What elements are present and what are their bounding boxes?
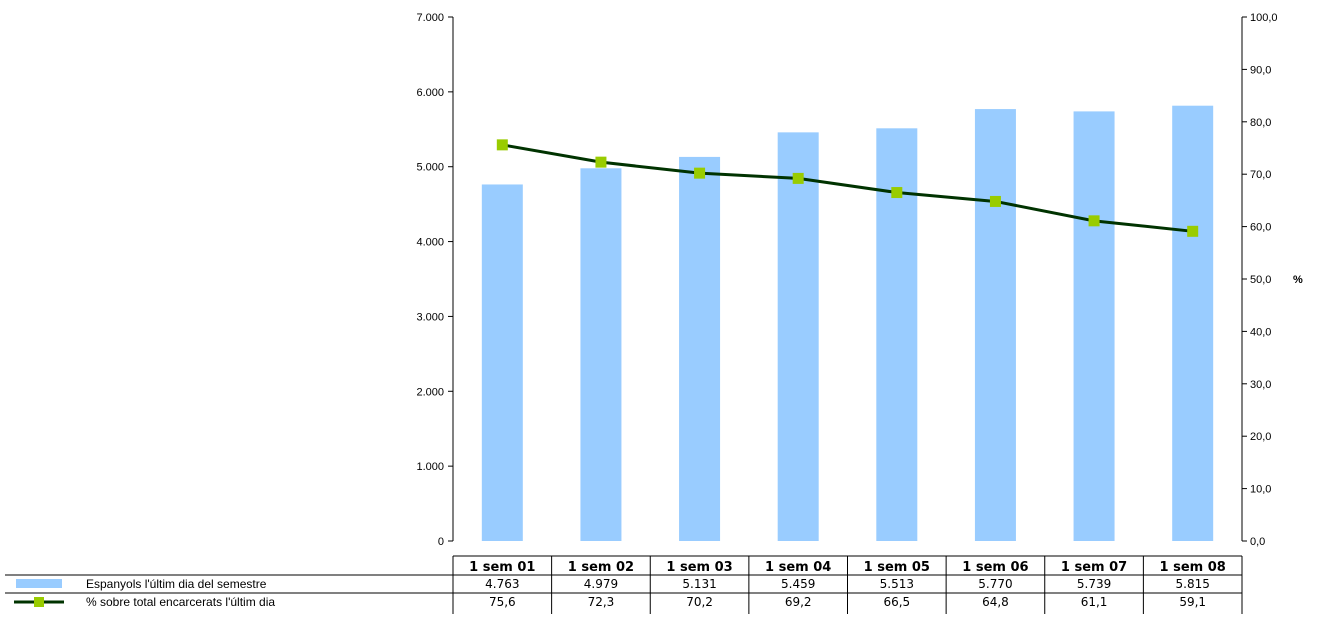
bar-6: [974, 109, 1016, 542]
left-y-axis: 0 1.000 2.000 3.000 4.000 5.000 6.000 7.000: [416, 12, 454, 548]
right-tick-label: 30,0: [1250, 379, 1271, 391]
line-value-label: 75,6: [489, 595, 516, 609]
legend-line-marker: [34, 597, 44, 607]
legend-line-series: % sobre total encarcerats l'últim dia: [14, 595, 275, 609]
left-tick-label: 5.000: [416, 162, 444, 174]
right-tick-label: 50,0: [1250, 274, 1271, 286]
legend-bar-swatch: [16, 579, 62, 588]
right-tick-label: 80,0: [1250, 117, 1271, 129]
category-label: 1 sem 03: [666, 560, 732, 575]
left-tick-label: 7.000: [416, 12, 444, 24]
right-tick-label: 70,0: [1250, 169, 1271, 181]
marker-2: [595, 156, 607, 168]
right-tick-label: 60,0: [1250, 222, 1271, 234]
bar-series: [481, 105, 1214, 542]
bar-value-label: 4.979: [584, 577, 618, 591]
legend-bar-series: Espanyols l'últim dia del semestre: [16, 577, 267, 591]
marker-3: [694, 167, 706, 179]
category-label: 1 sem 08: [1160, 560, 1226, 575]
bar-value-label: 5.459: [781, 577, 815, 591]
line-value-label: 70,2: [686, 595, 713, 609]
bar-1: [481, 184, 523, 541]
bar-value-label: 5.131: [682, 577, 716, 591]
marker-4: [792, 172, 804, 184]
left-tick-label: 3.000: [416, 311, 444, 323]
bar-value-label: 5.739: [1077, 577, 1111, 591]
category-label: 1 sem 01: [469, 560, 535, 575]
bar-value-label: 5.513: [880, 577, 914, 591]
right-tick-label: 10,0: [1250, 484, 1271, 496]
legend-line-label: % sobre total encarcerats l'últim dia: [86, 595, 275, 609]
category-label: 1 sem 02: [568, 560, 634, 575]
bar-value-label: 5.815: [1176, 577, 1210, 591]
line-value-label: 59,1: [1179, 595, 1206, 609]
right-y-axis: % 0,0 10,0 20,0 30,0 40,0 50,0 60,0 70,0 80,0 90,…: [1241, 12, 1303, 548]
percent-line: [502, 143, 1193, 233]
line-value-label: 72,3: [588, 595, 615, 609]
left-tick-label: 6.000: [416, 87, 444, 99]
bar-value-label: 4.763: [485, 577, 519, 591]
line-value-label: 66,5: [883, 595, 910, 609]
right-tick-label: 0,0: [1250, 536, 1265, 548]
category-label: 1 sem 06: [962, 560, 1028, 575]
line-markers: [496, 139, 1199, 237]
category-label: 1 sem 07: [1061, 560, 1127, 575]
legend-bar-label: Espanyols l'últim dia del semestre: [86, 577, 267, 591]
line-value-label: 64,8: [982, 595, 1009, 609]
marker-6: [989, 195, 1001, 207]
line-value-label: 61,1: [1081, 595, 1108, 609]
right-tick-label: 100,0: [1250, 12, 1278, 24]
right-axis-title: %: [1293, 274, 1303, 286]
category-label: 1 sem 04: [765, 560, 831, 575]
marker-5: [891, 187, 903, 199]
bar-7: [1073, 111, 1115, 541]
line-series: [502, 143, 1193, 233]
bar-3: [679, 156, 721, 541]
category-label: 1 sem 05: [864, 560, 930, 575]
data-table: Espanyols l'últim dia del semestre % sob…: [5, 555, 1243, 614]
bar-4: [777, 132, 819, 541]
bar-value-label: 5.770: [978, 577, 1012, 591]
bar-2: [580, 168, 622, 541]
right-tick-label: 40,0: [1250, 326, 1271, 338]
right-tick-label: 20,0: [1250, 431, 1271, 443]
bar-8: [1172, 105, 1214, 541]
line-value-label: 69,2: [785, 595, 812, 609]
left-tick-label: 2.000: [416, 386, 444, 398]
marker-1: [496, 139, 508, 151]
marker-7: [1088, 215, 1100, 227]
marker-8: [1187, 225, 1199, 237]
left-tick-label: 4.000: [416, 237, 444, 249]
right-tick-label: 90,0: [1250, 64, 1271, 76]
left-tick-label: 0: [438, 536, 444, 548]
left-tick-label: 1.000: [416, 461, 444, 473]
